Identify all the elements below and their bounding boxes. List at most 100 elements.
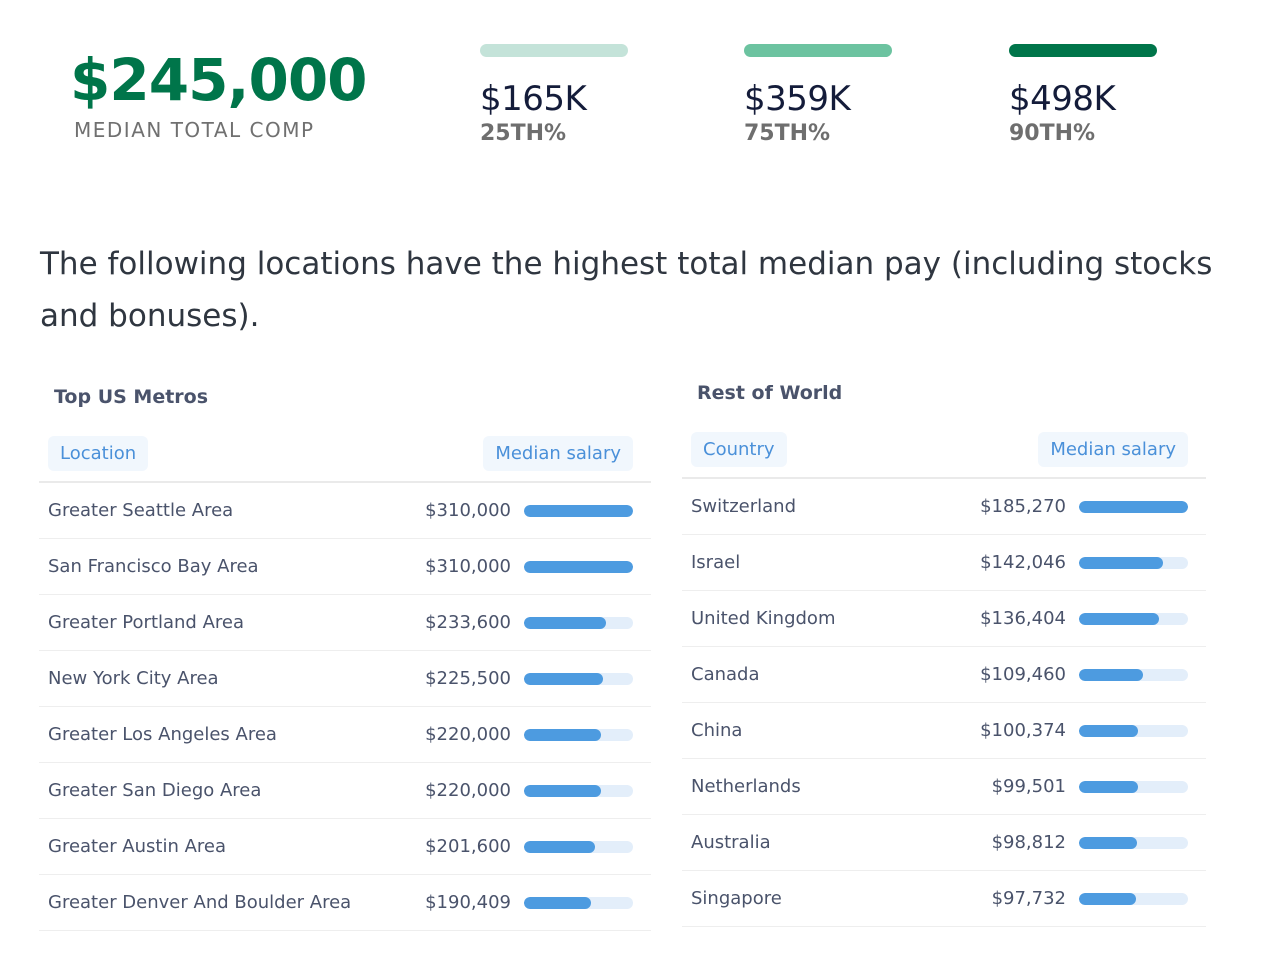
row-name: Switzerland xyxy=(691,496,796,517)
median-value: $245,000 xyxy=(70,46,368,114)
table-row: Netherlands $99,501 xyxy=(682,759,1206,815)
row-amount: $136,404 xyxy=(980,608,1066,629)
row-name: United Kingdom xyxy=(691,608,836,629)
us-metros-table: Top US Metros Location Median salary Gre… xyxy=(39,386,651,931)
table-row: China $100,374 xyxy=(682,703,1206,759)
percentile-90: $498K 90TH% xyxy=(1009,44,1157,146)
salary-bar-fill xyxy=(524,616,607,629)
salary-bar-track xyxy=(524,504,633,517)
row-amount: $185,270 xyxy=(980,496,1066,517)
table-row: Switzerland $185,270 xyxy=(682,479,1206,535)
salary-bar-track xyxy=(524,784,633,797)
row-amount: $100,374 xyxy=(980,720,1066,741)
row-name: Netherlands xyxy=(691,776,801,797)
median-salary-column-header[interactable]: Median salary xyxy=(483,436,633,471)
median-label: MEDIAN TOTAL COMP xyxy=(74,118,315,142)
salary-bar-fill xyxy=(1079,612,1160,625)
salary-bar-fill xyxy=(1079,836,1138,849)
table-row: Greater Los Angeles Area $220,000 xyxy=(39,707,651,763)
row-name: Australia xyxy=(691,832,771,853)
salary-bar-track xyxy=(1079,500,1188,513)
table-title: Top US Metros xyxy=(54,386,209,408)
salary-bar-fill xyxy=(524,504,633,517)
row-amount: $98,812 xyxy=(991,832,1066,853)
salary-bar-fill xyxy=(524,560,633,573)
salary-bar-fill xyxy=(524,896,591,909)
table-header: Location Median salary xyxy=(39,436,651,483)
salary-bar-fill xyxy=(524,728,602,741)
table-row: New York City Area $225,500 xyxy=(39,651,651,707)
table-row: Australia $98,812 xyxy=(682,815,1206,871)
location-column-header[interactable]: Location xyxy=(48,436,149,471)
salary-bar-track xyxy=(1079,892,1188,905)
percentile-75: $359K 75TH% xyxy=(744,44,892,146)
table-row: Greater Seattle Area $310,000 xyxy=(39,483,651,539)
salary-bar-fill xyxy=(1079,780,1138,793)
salary-bar-fill xyxy=(524,840,595,853)
salary-bar-track xyxy=(524,728,633,741)
table-row: Israel $142,046 xyxy=(682,535,1206,591)
table-row: Greater Austin Area $201,600 xyxy=(39,819,651,875)
row-name: Greater Portland Area xyxy=(48,612,245,633)
table-row: Singapore $97,732 xyxy=(682,871,1206,927)
percentile-value: $165K xyxy=(480,79,587,119)
table-row: United Kingdom $136,404 xyxy=(682,591,1206,647)
table-header: Country Median salary xyxy=(682,432,1206,479)
percentile-25: $165K 25TH% xyxy=(480,44,628,146)
percentile-label: 90TH% xyxy=(1009,121,1096,146)
row-name: Greater San Diego Area xyxy=(48,780,262,801)
salary-bar-track xyxy=(524,560,633,573)
median-salary-column-header[interactable]: Median salary xyxy=(1038,432,1188,467)
table-row: Canada $109,460 xyxy=(682,647,1206,703)
percentile-bar xyxy=(744,44,892,57)
salary-bar-track xyxy=(1079,668,1188,681)
percentile-value: $498K xyxy=(1009,79,1116,119)
row-name: China xyxy=(691,720,743,741)
salary-bar-track xyxy=(1079,836,1188,849)
row-amount: $97,732 xyxy=(991,888,1066,909)
salary-bar-track xyxy=(524,896,633,909)
row-amount: $99,501 xyxy=(991,776,1066,797)
row-amount: $225,500 xyxy=(425,668,511,689)
row-amount: $142,046 xyxy=(980,552,1066,573)
salary-bar-fill xyxy=(1079,892,1137,905)
row-name: Israel xyxy=(691,552,741,573)
salary-bar-fill xyxy=(524,672,604,685)
percentile-bar xyxy=(480,44,628,57)
intro-text: The following locations have the highest… xyxy=(40,246,1213,334)
salary-bar-fill xyxy=(1079,500,1188,513)
salary-bar-track xyxy=(524,840,633,853)
row-amount: $310,000 xyxy=(425,500,511,521)
salary-bar-fill xyxy=(1079,724,1139,737)
table-row: Greater Portland Area $233,600 xyxy=(39,595,651,651)
row-name: Canada xyxy=(691,664,760,685)
median-total-comp: $245,000 MEDIAN TOTAL COMP xyxy=(70,46,368,142)
row-amount: $233,600 xyxy=(425,612,511,633)
salary-bar-fill xyxy=(1079,556,1163,569)
row-amount: $201,600 xyxy=(425,836,511,857)
salary-bar-track xyxy=(1079,724,1188,737)
row-amount: $310,000 xyxy=(425,556,511,577)
row-name: New York City Area xyxy=(48,668,219,689)
salary-bar-fill xyxy=(524,784,602,797)
salary-bar-track xyxy=(524,672,633,685)
row-name: Greater Seattle Area xyxy=(48,500,234,521)
row-name: Greater Los Angeles Area xyxy=(48,724,277,745)
row-amount: $109,460 xyxy=(980,664,1066,685)
percentile-value: $359K xyxy=(744,79,851,119)
salary-bar-track xyxy=(524,616,633,629)
row-name: Greater Austin Area xyxy=(48,836,227,857)
percentile-bar xyxy=(1009,44,1157,57)
country-column-header[interactable]: Country xyxy=(691,432,787,467)
table-row: Greater San Diego Area $220,000 xyxy=(39,763,651,819)
salary-bar-track xyxy=(1079,612,1188,625)
table-row: San Francisco Bay Area $310,000 xyxy=(39,539,651,595)
row-amount: $220,000 xyxy=(425,724,511,745)
rest-of-world-table: Rest of World Country Median salary Swit… xyxy=(682,382,1206,927)
percentile-label: 25TH% xyxy=(480,121,567,146)
row-amount: $220,000 xyxy=(425,780,511,801)
salary-bar-fill xyxy=(1079,668,1144,681)
row-name: Singapore xyxy=(691,888,782,909)
table-title: Rest of World xyxy=(697,382,843,404)
salary-bar-track xyxy=(1079,556,1188,569)
